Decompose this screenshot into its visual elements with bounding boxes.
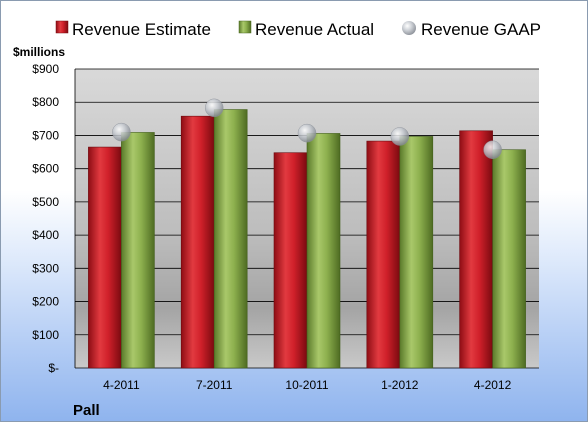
company-label: Pall [73, 402, 100, 419]
legend-item-gaap: Revenue GAAP [402, 20, 541, 39]
legend-item-estimate: Revenue Estimate [55, 20, 211, 39]
bar-revenue-actual [306, 133, 341, 369]
y-tick-label: $300 [32, 261, 59, 275]
legend-swatch-estimate [55, 20, 69, 34]
legend-label-gaap: Revenue GAAP [421, 20, 541, 39]
x-tick-label: 1-2012 [381, 378, 419, 392]
y-tick-label: $400 [32, 228, 59, 242]
x-tick-label: 7-2011 [196, 378, 233, 392]
gaap-markers [112, 98, 502, 159]
bar-revenue-actual [121, 132, 155, 369]
y-tick-label: $200 [32, 295, 59, 309]
bar-revenue-estimate [459, 130, 493, 369]
bar-revenue-estimate [88, 146, 122, 369]
bar-revenue-actual [492, 149, 526, 369]
bar-revenue-estimate [180, 115, 215, 369]
y-tick-label: $600 [32, 162, 59, 176]
x-tick-label: 4-2012 [474, 378, 512, 392]
x-tick-label: 10-2011 [285, 378, 328, 392]
legend-label-actual: Revenue Actual [255, 20, 374, 39]
marker-revenue-gaap [112, 122, 131, 142]
y-tick-label: $500 [32, 195, 59, 209]
marker-revenue-gaap [204, 98, 224, 118]
bar-revenue-actual [399, 136, 434, 369]
bars [88, 109, 526, 369]
legend-label-estimate: Revenue Estimate [72, 20, 211, 39]
marker-revenue-gaap [297, 123, 317, 143]
y-tick-label: $800 [32, 95, 59, 109]
legend: Revenue Estimate Revenue Actual Revenue … [55, 20, 541, 39]
y-tick-label: $- [48, 361, 59, 375]
bar-revenue-estimate [366, 140, 401, 369]
x-axis: 4-2011 7-2011 10-2011 1-2012 4-2012 [103, 378, 511, 392]
bar-revenue-estimate [273, 152, 308, 369]
unit-label: $millions [13, 45, 65, 59]
legend-swatch-gaap [402, 21, 416, 35]
y-axis: $- $100 $200 $300 $400 $500 $600 $700 $800 $900 [32, 62, 76, 375]
marker-revenue-gaap [390, 127, 410, 146]
bar-revenue-actual [213, 109, 248, 369]
legend-item-actual: Revenue Actual [238, 20, 374, 39]
x-tick-label: 4-2011 [103, 378, 140, 392]
marker-revenue-gaap [483, 140, 502, 159]
legend-swatch-actual [238, 20, 252, 34]
y-tick-label: $700 [32, 128, 59, 142]
y-tick-label: $100 [32, 328, 59, 342]
y-tick-label: $900 [32, 62, 59, 76]
